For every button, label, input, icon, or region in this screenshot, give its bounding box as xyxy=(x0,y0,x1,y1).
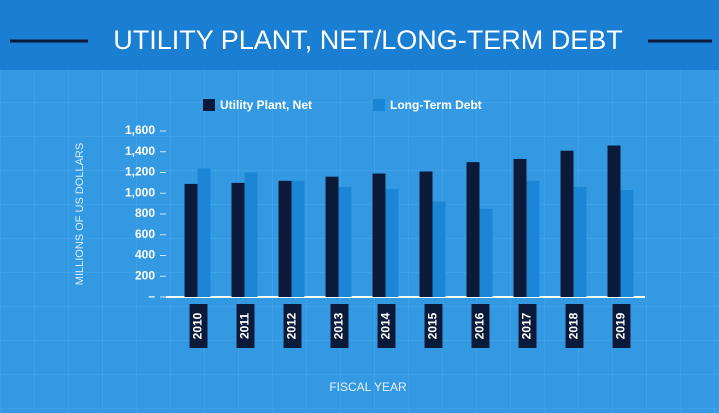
x-tick-label: 2010 xyxy=(191,312,205,339)
x-tick-box xyxy=(330,304,349,348)
bar xyxy=(607,145,621,297)
bar xyxy=(479,208,493,297)
bar xyxy=(184,183,198,297)
bar xyxy=(573,187,587,297)
y-tick-label: 600 xyxy=(135,227,155,241)
bar xyxy=(466,162,480,297)
x-tick-box xyxy=(189,304,208,348)
x-tick-box xyxy=(377,304,396,348)
y-tick-label: 400 xyxy=(135,248,155,262)
x-tick-label: 2012 xyxy=(285,312,299,339)
bar xyxy=(385,189,399,297)
bar xyxy=(278,180,292,297)
x-tick-label: 2011 xyxy=(238,313,252,339)
y-tick-label: 800 xyxy=(135,206,155,220)
y-tick-label: 1,000 xyxy=(125,185,155,199)
y-tick-label: 1,200 xyxy=(125,165,155,179)
bar xyxy=(419,171,433,297)
bar xyxy=(560,150,574,297)
bar xyxy=(338,187,352,297)
x-tick-box xyxy=(236,304,255,348)
x-tick-label: 2016 xyxy=(473,312,487,339)
chart-title: UTILITY PLANT, NET/LONG-TERM DEBT xyxy=(113,25,623,55)
y-tick-label: – xyxy=(148,289,155,303)
y-tick-label: 200 xyxy=(135,268,155,282)
legend-label: Long-Term Debt xyxy=(390,98,482,112)
bar xyxy=(244,172,258,297)
y-tick-label: 1,600 xyxy=(125,123,155,137)
legend-swatch xyxy=(203,99,215,111)
y-tick-label: 1,400 xyxy=(125,144,155,158)
x-tick-label: 2014 xyxy=(379,312,393,339)
x-tick-box xyxy=(424,304,443,348)
background-grid xyxy=(0,70,719,413)
bar xyxy=(513,159,527,297)
x-tick-label: 2013 xyxy=(332,312,346,339)
bar xyxy=(325,176,339,297)
title-banner xyxy=(0,0,719,70)
bar xyxy=(231,182,245,297)
bar xyxy=(526,180,540,297)
x-tick-label: 2015 xyxy=(426,312,440,339)
x-tick-box xyxy=(471,304,490,348)
bar xyxy=(372,173,386,297)
x-tick-label: 2018 xyxy=(567,312,581,339)
bar xyxy=(620,190,634,297)
bar xyxy=(197,168,211,297)
x-tick-box xyxy=(565,304,584,348)
x-axis-label: FISCAL YEAR xyxy=(329,380,407,394)
y-axis-label: MILLIONS OF US DOLLARS xyxy=(74,143,86,285)
x-tick-label: 2019 xyxy=(614,312,628,339)
bar xyxy=(291,180,305,297)
bar xyxy=(432,201,446,297)
x-tick-box xyxy=(612,304,631,348)
x-tick-box xyxy=(283,304,302,348)
legend-label: Utility Plant, Net xyxy=(220,98,312,112)
x-tick-box xyxy=(518,304,537,348)
x-tick-label: 2017 xyxy=(520,312,534,339)
legend-swatch xyxy=(373,99,385,111)
